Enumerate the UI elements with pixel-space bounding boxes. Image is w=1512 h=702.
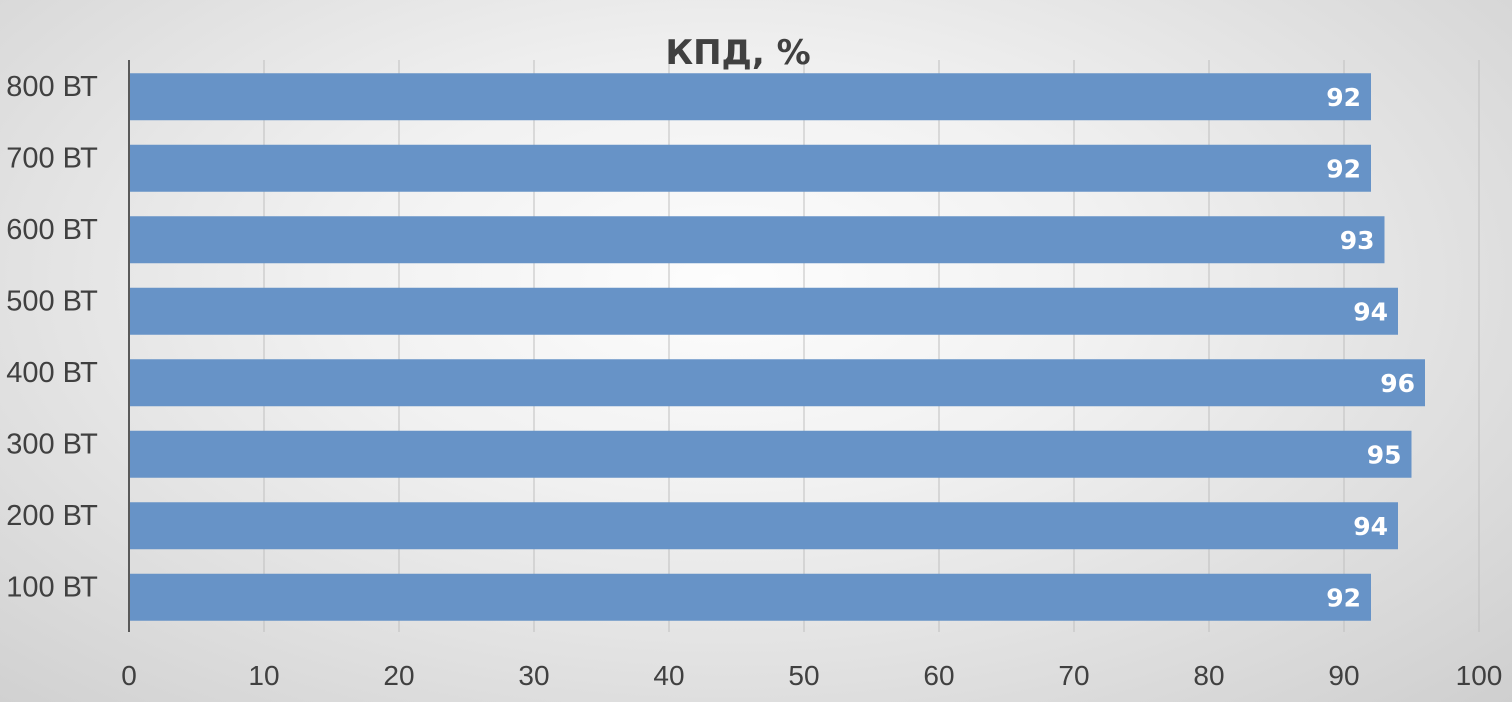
bar — [129, 359, 1425, 407]
category-label: 200 ВТ — [6, 500, 98, 532]
x-tick-label: 0 — [121, 660, 137, 691]
category-label: 100 ВТ — [6, 571, 98, 603]
category-label: 700 ВТ — [6, 142, 98, 174]
x-tick-labels: 0 10 20 30 40 50 60 70 80 90 100 — [121, 660, 1502, 691]
bar — [129, 144, 1371, 192]
category-labels: 800 ВТ 700 ВТ 600 ВТ 500 ВТ 400 ВТ 300 ВТ 200 … — [6, 71, 98, 604]
data-label: 92 — [1326, 583, 1361, 612]
data-labels: 92 92 93 94 96 95 94 92 — [1326, 83, 1415, 613]
bar — [129, 216, 1385, 264]
bar — [129, 73, 1371, 121]
bar — [129, 502, 1398, 550]
x-tick-label: 80 — [1193, 660, 1224, 691]
data-label: 96 — [1380, 369, 1415, 398]
data-label: 92 — [1326, 154, 1361, 183]
x-tick-label: 10 — [248, 660, 279, 691]
x-tick-label: 50 — [788, 660, 819, 691]
bar — [129, 430, 1412, 478]
category-label: 500 ВТ — [6, 285, 98, 317]
category-label: 800 ВТ — [6, 71, 98, 103]
category-label: 300 ВТ — [6, 428, 98, 460]
category-label: 600 ВТ — [6, 214, 98, 246]
data-label: 94 — [1353, 297, 1388, 326]
data-label: 95 — [1367, 440, 1402, 469]
bars — [129, 73, 1425, 621]
x-tick-label: 100 — [1456, 660, 1503, 691]
category-label: 400 ВТ — [6, 357, 98, 389]
data-label: 94 — [1353, 512, 1388, 541]
x-tick-label: 60 — [923, 660, 954, 691]
data-label: 93 — [1340, 226, 1375, 255]
bar — [129, 573, 1371, 621]
data-label: 92 — [1326, 83, 1361, 112]
bar — [129, 287, 1398, 335]
x-tick-label: 30 — [518, 660, 549, 691]
x-tick-label: 20 — [383, 660, 414, 691]
x-tick-label: 40 — [653, 660, 684, 691]
x-tick-label: 70 — [1058, 660, 1089, 691]
x-tick-label: 90 — [1328, 660, 1359, 691]
chart-title: КПД, % — [665, 33, 810, 73]
